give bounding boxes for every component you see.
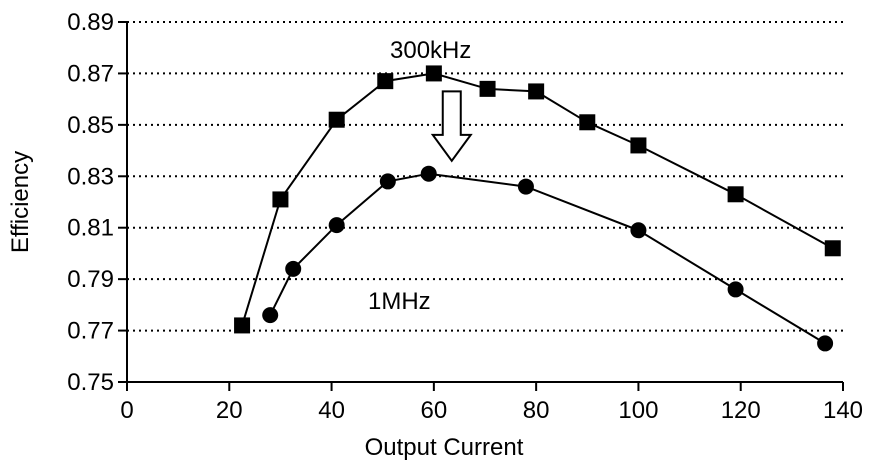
x-tick-label-120: 120 bbox=[721, 397, 761, 424]
x-tick-label-40: 40 bbox=[318, 397, 345, 424]
x-tick-label-140: 140 bbox=[823, 397, 863, 424]
marker-300khz-4 bbox=[425, 65, 442, 82]
y-tick-label-0.81: 0.81 bbox=[67, 215, 114, 242]
y-tick-label-0.87: 0.87 bbox=[67, 60, 114, 87]
marker-300khz-2 bbox=[328, 111, 345, 128]
x-tick-label-0: 0 bbox=[120, 397, 133, 424]
marker-1mhz-5 bbox=[517, 178, 534, 195]
x-tick-label-20: 20 bbox=[216, 397, 243, 424]
x-tick-label-80: 80 bbox=[523, 397, 550, 424]
marker-1mhz-0 bbox=[262, 307, 279, 324]
series-label-300khz: 300kHz bbox=[390, 37, 471, 64]
marker-300khz-9 bbox=[727, 186, 744, 203]
marker-1mhz-8 bbox=[817, 335, 834, 352]
marker-300khz-1 bbox=[272, 191, 289, 208]
x-tick-label-60: 60 bbox=[421, 397, 448, 424]
series-line-300khz bbox=[241, 72, 834, 326]
x-ticks: 0 20 40 60 80 100 120 140 bbox=[120, 382, 863, 424]
marker-1mhz-4 bbox=[420, 165, 437, 182]
y-tick-label-0.89: 0.89 bbox=[67, 9, 114, 36]
marker-1mhz-3 bbox=[379, 173, 396, 190]
marker-1mhz-7 bbox=[727, 281, 744, 298]
y-ticks: 0.75 0.77 0.79 0.81 0.83 0.85 0.87 0.89 bbox=[67, 9, 127, 396]
y-tick-label-0.83: 0.83 bbox=[67, 163, 114, 190]
marker-300khz-8 bbox=[630, 137, 647, 154]
marker-300khz-0 bbox=[234, 317, 251, 334]
axes bbox=[126, 22, 843, 383]
x-tick-label-100: 100 bbox=[618, 397, 658, 424]
y-tick-label-0.85: 0.85 bbox=[67, 112, 114, 139]
x-axis-label: Output Current bbox=[365, 434, 524, 461]
series-group bbox=[234, 65, 841, 352]
marker-300khz-5 bbox=[479, 80, 496, 97]
marker-300khz-7 bbox=[579, 114, 596, 131]
marker-1mhz-6 bbox=[630, 222, 647, 239]
marker-1mhz-2 bbox=[328, 217, 345, 234]
marker-1mhz-1 bbox=[285, 260, 302, 277]
marker-300khz-3 bbox=[377, 73, 394, 90]
y-tick-label-0.77: 0.77 bbox=[67, 318, 114, 345]
y-tick-label-0.75: 0.75 bbox=[67, 369, 114, 396]
marker-300khz-10 bbox=[824, 240, 841, 257]
y-axis-label: Efficiency bbox=[7, 151, 34, 253]
series-label-1mhz: 1MHz bbox=[368, 288, 431, 315]
down-arrow-icon bbox=[430, 90, 473, 163]
y-tick-label-0.79: 0.79 bbox=[67, 266, 114, 293]
annotation-group bbox=[430, 90, 473, 163]
marker-300khz-6 bbox=[528, 83, 545, 100]
